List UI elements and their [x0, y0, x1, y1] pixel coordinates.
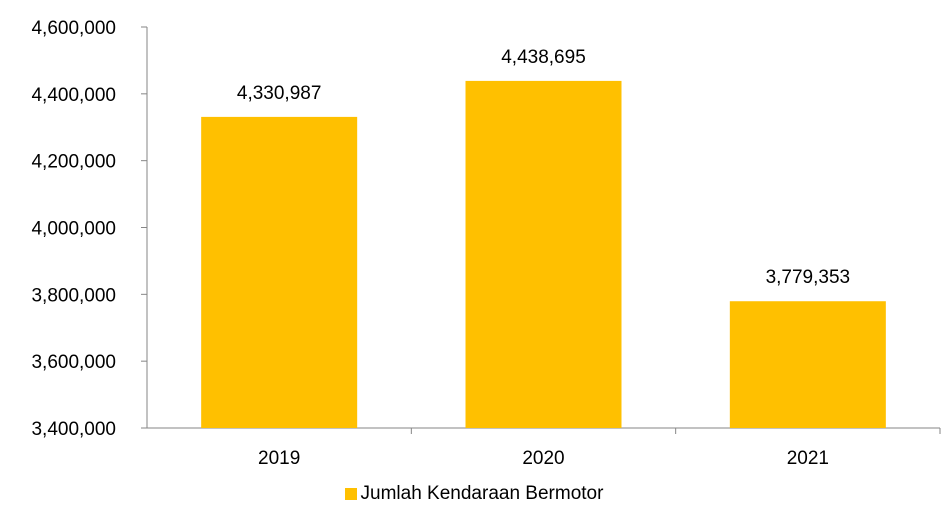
- y-tick-label: 4,600,000: [31, 18, 116, 39]
- y-tick-label: 3,400,000: [31, 419, 116, 440]
- legend: Jumlah Kendaraan Bermotor: [0, 480, 948, 508]
- bar: [729, 301, 886, 428]
- data-label: 3,779,353: [766, 267, 851, 288]
- y-tick-label: 3,800,000: [31, 285, 116, 306]
- data-label: 4,438,695: [501, 47, 586, 68]
- y-tick-label: 4,200,000: [31, 152, 116, 173]
- y-tick-label: 4,400,000: [31, 85, 116, 106]
- y-tick-label: 3,600,000: [31, 352, 116, 373]
- x-tick-label: 2019: [258, 448, 300, 469]
- legend-swatch: [344, 488, 357, 500]
- x-tick-label: 2020: [522, 448, 564, 469]
- bar: [465, 80, 622, 428]
- bar: [201, 116, 358, 429]
- data-label: 4,330,987: [237, 83, 322, 104]
- legend-label: Jumlah Kendaraan Bermotor: [360, 483, 604, 504]
- y-tick-label: 4,000,000: [31, 219, 116, 240]
- bar-chart: 3,400,000 3,600,000 3,800,000 4,000,000 4,20…: [31, 18, 941, 469]
- x-tick-label: 2021: [787, 448, 829, 469]
